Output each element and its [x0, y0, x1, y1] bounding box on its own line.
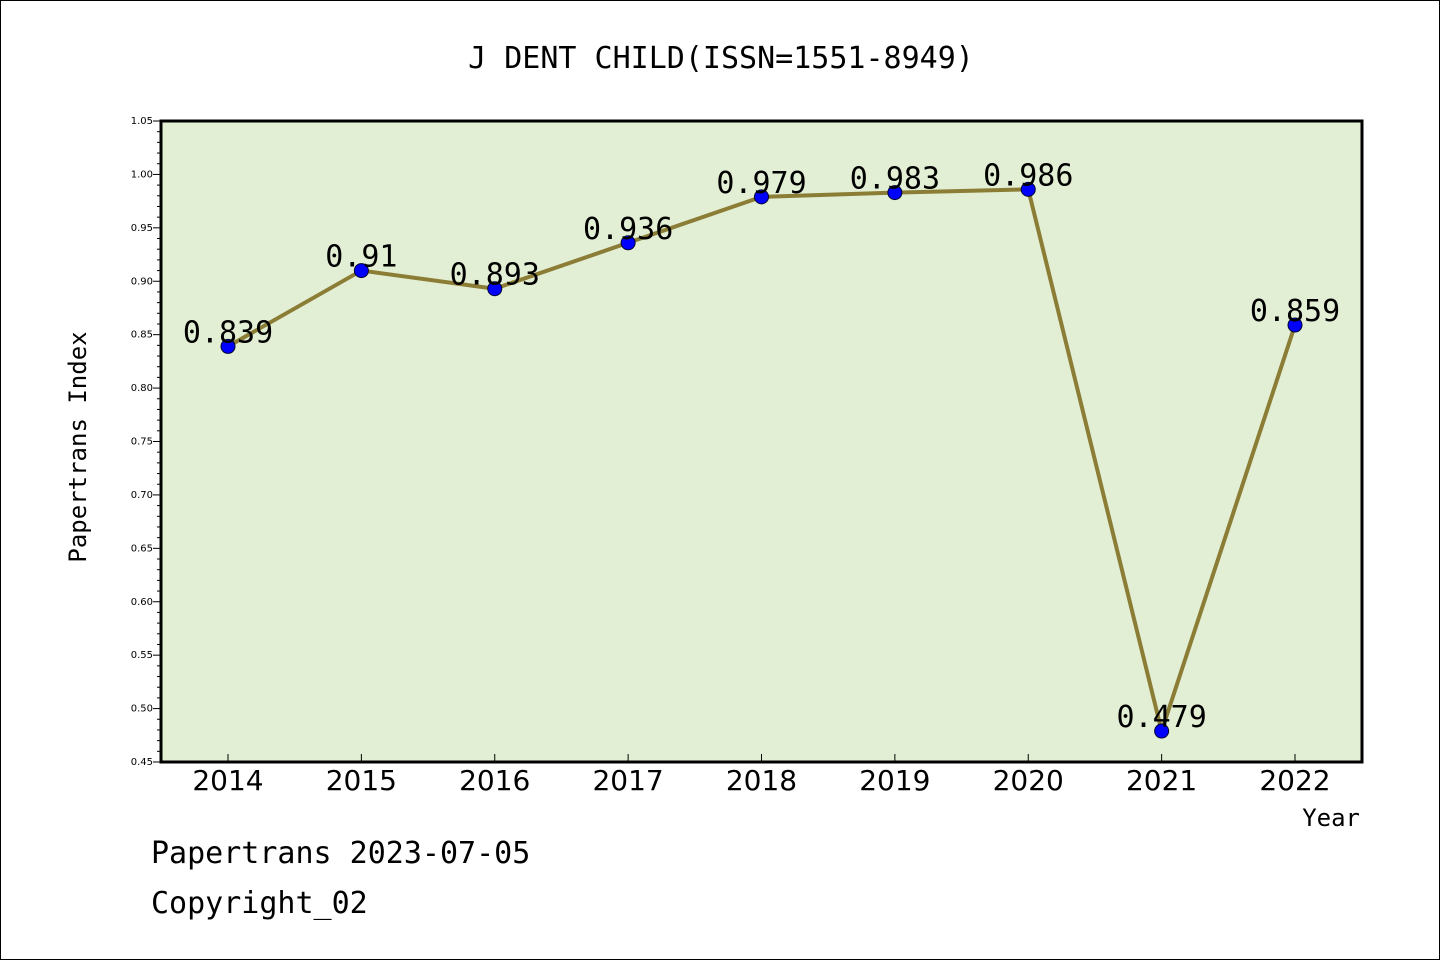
x-tick-label: 2020 — [993, 764, 1064, 797]
series-markers — [220, 181, 1303, 739]
x-tick-label: 2014 — [192, 764, 263, 797]
data-label: 0.479 — [1116, 700, 1206, 735]
data-label: 0.91 — [325, 240, 397, 275]
y-tick-label: 0.70 — [131, 490, 153, 501]
y-tick-label: 0.60 — [131, 597, 153, 608]
y-tick-label: 0.85 — [131, 330, 153, 341]
y-tick-label: 1.05 — [131, 116, 153, 127]
data-label: 0.986 — [983, 158, 1073, 193]
data-label: 0.936 — [583, 212, 673, 247]
footer-copyright: Copyright_02 — [151, 886, 368, 921]
y-axis-ticks: 0.45 0.50 0.55 0.60 0.65 0.70 0.75 0.80 0.85 0.90… — [131, 116, 161, 768]
x-tick-label: 2022 — [1259, 764, 1330, 797]
data-point-marker — [1154, 723, 1170, 739]
y-tick-label: 0.65 — [131, 543, 153, 554]
y-tick-label: 0.45 — [131, 757, 153, 768]
data-point-marker — [1020, 181, 1036, 197]
data-point-marker — [353, 263, 369, 279]
y-tick-label: 0.95 — [131, 223, 153, 234]
x-tick-label: 2018 — [726, 764, 797, 797]
data-label: 0.859 — [1250, 294, 1340, 329]
x-tick-label: 2015 — [326, 764, 397, 797]
plot-area — [159, 119, 1364, 764]
data-point-marker — [620, 235, 636, 251]
data-label: 0.893 — [450, 258, 540, 293]
data-label: 0.839 — [183, 315, 273, 350]
x-axis-label: Year — [1302, 804, 1360, 832]
x-tick-label: 2019 — [859, 764, 930, 797]
data-point-marker — [887, 185, 903, 201]
x-tick-label: 2016 — [459, 764, 530, 797]
x-axis-ticks: 2014 2015 2016 2017 2018 2019 2020 2021 2022 — [192, 754, 1331, 797]
y-tick-label: 0.50 — [131, 704, 153, 715]
y-tick-label: 0.75 — [131, 437, 153, 448]
data-labels: 0.839 0.91 0.893 0.936 0.979 0.983 0.986 0.479 0… — [183, 158, 1340, 735]
data-point-marker — [487, 281, 503, 297]
chart-title: J DENT CHILD(ISSN=1551-8949) — [468, 41, 974, 76]
data-point-marker — [220, 338, 236, 354]
y-tick-label: 0.90 — [131, 276, 153, 287]
data-label: 0.983 — [850, 162, 940, 197]
y-tick-label: 1.00 — [131, 169, 153, 180]
data-label: 0.979 — [716, 166, 806, 201]
y-tick-label: 0.55 — [131, 650, 153, 661]
x-tick-label: 2021 — [1126, 764, 1197, 797]
footer-date: Papertrans 2023-07-05 — [151, 836, 531, 871]
y-axis-label: Papertrans Index — [64, 331, 92, 562]
x-tick-label: 2017 — [592, 764, 663, 797]
data-point-marker — [1287, 317, 1303, 333]
y-tick-label: 0.80 — [131, 383, 153, 394]
data-point-marker — [754, 189, 769, 205]
